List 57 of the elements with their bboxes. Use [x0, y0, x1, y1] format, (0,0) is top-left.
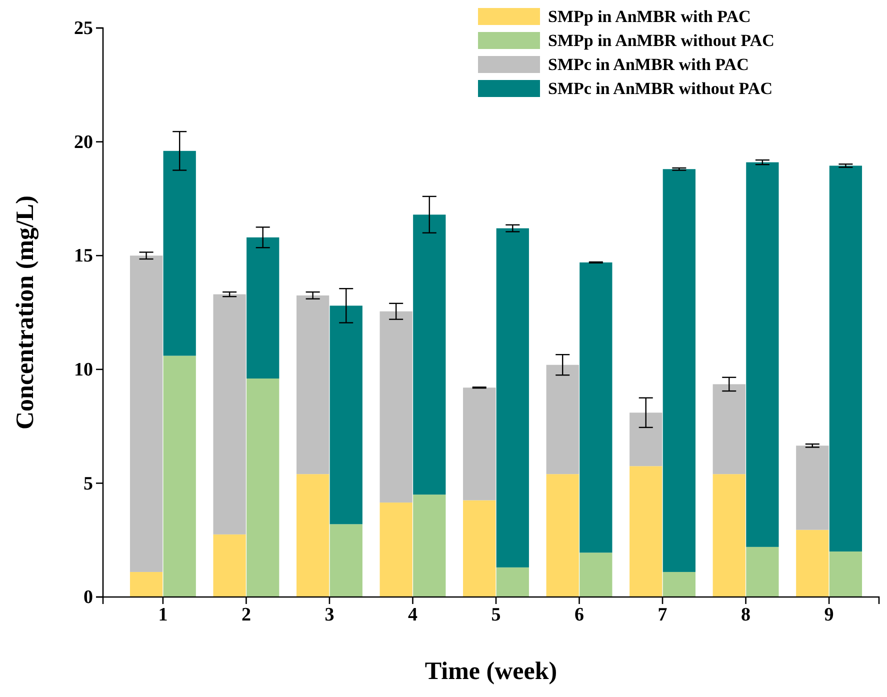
x-tick-label: 9: [824, 604, 834, 626]
bar: [130, 572, 163, 597]
y-tick-label: 25: [74, 18, 93, 40]
bar: [163, 356, 196, 597]
bar: [213, 294, 246, 534]
x-tick-label: 8: [741, 604, 751, 626]
bar: [496, 567, 529, 597]
legend-label: SMPc in AnMBR with PAC: [548, 55, 749, 74]
x-tick-label: 2: [241, 604, 251, 626]
bar: [712, 384, 746, 474]
bar: [746, 546, 779, 597]
bar: [630, 466, 662, 597]
x-tick-label: 5: [491, 604, 501, 626]
bar: [246, 237, 280, 379]
bar: [829, 551, 862, 597]
y-axis-title: Concentration (mg/L): [12, 196, 39, 430]
y-tick-label: 20: [74, 132, 93, 153]
bar: [712, 474, 746, 597]
bar: [380, 502, 412, 597]
bar: [380, 311, 412, 503]
bar: [746, 162, 779, 547]
bar: [296, 295, 330, 474]
bar: [213, 534, 246, 597]
bar: [796, 446, 829, 530]
y-tick-label: 0: [84, 587, 93, 608]
y-tick-label: 5: [84, 473, 93, 494]
bar: [546, 364, 579, 474]
legend-label: SMPp in AnMBR without PAC: [548, 31, 774, 50]
x-tick-label: 4: [408, 604, 418, 626]
x-tick-label: 6: [574, 604, 584, 626]
legend-label: SMPp in AnMBR with PAC: [548, 7, 751, 26]
bar: [413, 494, 446, 597]
y-tick-label: 10: [74, 359, 93, 380]
bar: [130, 256, 163, 572]
bar: [662, 169, 696, 572]
legend-label: SMPc in AnMBR without PAC: [548, 79, 772, 98]
bar: [829, 166, 862, 552]
bar: [463, 500, 496, 597]
bar: [163, 150, 196, 356]
bar: [330, 306, 362, 524]
bar: [580, 262, 612, 553]
bar: [413, 214, 446, 495]
x-tick-label: 1: [158, 604, 168, 626]
bar: [463, 388, 496, 500]
bar: [580, 552, 612, 597]
x-axis-title: Time (week): [424, 658, 558, 685]
bar: [662, 572, 696, 597]
y-tick-label: 15: [74, 246, 93, 267]
x-tick-label: 3: [324, 604, 334, 626]
bar: [546, 474, 579, 597]
bar: [630, 412, 662, 466]
bar: [296, 474, 330, 597]
bar: [330, 524, 362, 597]
bar: [796, 530, 829, 597]
bar: [496, 228, 529, 568]
bar: [246, 378, 280, 597]
x-tick-label: 7: [658, 604, 668, 626]
